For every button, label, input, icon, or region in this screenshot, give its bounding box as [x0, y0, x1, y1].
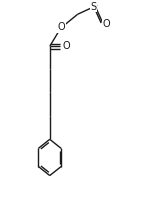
Text: O: O: [58, 22, 65, 32]
Text: S: S: [91, 2, 97, 12]
Text: O: O: [103, 19, 110, 29]
Text: O: O: [62, 41, 70, 51]
